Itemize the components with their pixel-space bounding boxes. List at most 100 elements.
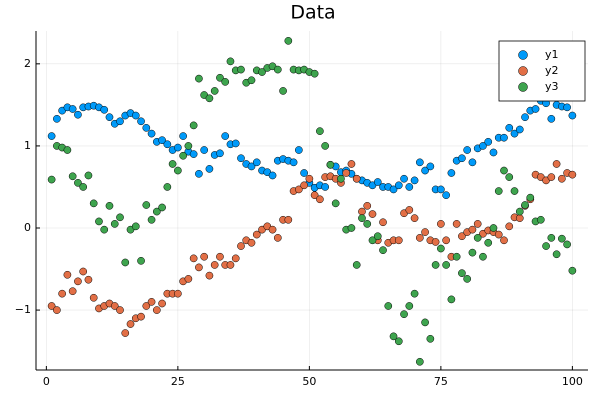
legend-marker — [518, 50, 528, 60]
point — [58, 289, 66, 298]
point — [437, 220, 445, 228]
point — [210, 87, 219, 95]
point — [47, 132, 56, 140]
point — [163, 183, 172, 191]
point — [536, 215, 545, 224]
point — [442, 191, 450, 200]
point — [205, 94, 214, 103]
point — [131, 111, 140, 120]
point — [200, 252, 209, 261]
point — [358, 207, 366, 216]
point — [174, 289, 182, 298]
legend-label: y1 — [545, 48, 559, 61]
point — [505, 173, 514, 181]
point — [200, 146, 209, 154]
point — [316, 195, 324, 204]
point — [415, 158, 424, 167]
point — [505, 222, 514, 231]
point — [394, 236, 403, 245]
point — [74, 179, 82, 187]
y-tick-label: −1 — [15, 303, 31, 316]
point — [216, 149, 224, 158]
point — [68, 287, 77, 296]
point — [505, 124, 514, 132]
point — [247, 238, 256, 247]
point — [442, 261, 450, 269]
point — [426, 334, 435, 343]
point — [47, 302, 56, 310]
point — [152, 207, 161, 216]
point — [468, 158, 477, 167]
point — [415, 357, 424, 366]
point — [105, 113, 114, 122]
point — [515, 214, 524, 222]
point — [221, 78, 230, 86]
point — [237, 65, 245, 74]
point — [558, 174, 566, 183]
legend-marker — [518, 66, 528, 76]
point — [284, 215, 293, 224]
point — [142, 201, 151, 209]
point — [568, 111, 577, 120]
point — [437, 244, 445, 253]
point — [116, 117, 124, 126]
point — [489, 148, 498, 157]
point — [358, 214, 366, 222]
point — [310, 191, 319, 200]
point — [326, 160, 335, 169]
point — [568, 266, 577, 275]
point — [268, 171, 277, 180]
point — [389, 185, 398, 194]
point — [500, 166, 508, 175]
point — [484, 137, 493, 146]
point — [147, 129, 156, 138]
point — [500, 236, 508, 245]
point — [247, 162, 256, 171]
point — [331, 199, 340, 208]
point — [294, 146, 303, 154]
point — [221, 132, 230, 140]
legend-box — [498, 40, 586, 102]
point — [447, 169, 456, 177]
point — [500, 133, 508, 142]
point — [205, 271, 214, 280]
point — [273, 65, 282, 74]
point — [463, 146, 472, 154]
point — [121, 258, 130, 267]
point — [347, 224, 356, 232]
point — [415, 233, 424, 242]
point — [110, 220, 119, 228]
legend-label: y2 — [545, 64, 559, 77]
point — [100, 225, 109, 234]
point — [363, 201, 372, 210]
point — [468, 248, 477, 257]
legend-marker — [518, 82, 528, 92]
point — [300, 169, 308, 177]
point — [515, 125, 524, 134]
point — [310, 69, 319, 78]
point — [142, 302, 151, 310]
point — [437, 185, 445, 194]
point — [342, 169, 351, 177]
point — [89, 293, 98, 302]
point — [137, 312, 145, 321]
point — [95, 217, 103, 226]
point — [195, 169, 203, 178]
point — [384, 302, 393, 310]
point — [294, 185, 303, 194]
point — [321, 183, 330, 191]
point — [289, 158, 298, 167]
point — [110, 302, 119, 310]
point — [74, 110, 82, 119]
point — [174, 143, 182, 152]
point — [563, 103, 571, 112]
point — [105, 201, 114, 210]
point — [247, 76, 256, 85]
point — [210, 261, 219, 269]
point — [458, 269, 466, 277]
point — [79, 267, 88, 276]
point — [226, 261, 235, 269]
point — [163, 140, 172, 149]
point — [547, 114, 556, 123]
